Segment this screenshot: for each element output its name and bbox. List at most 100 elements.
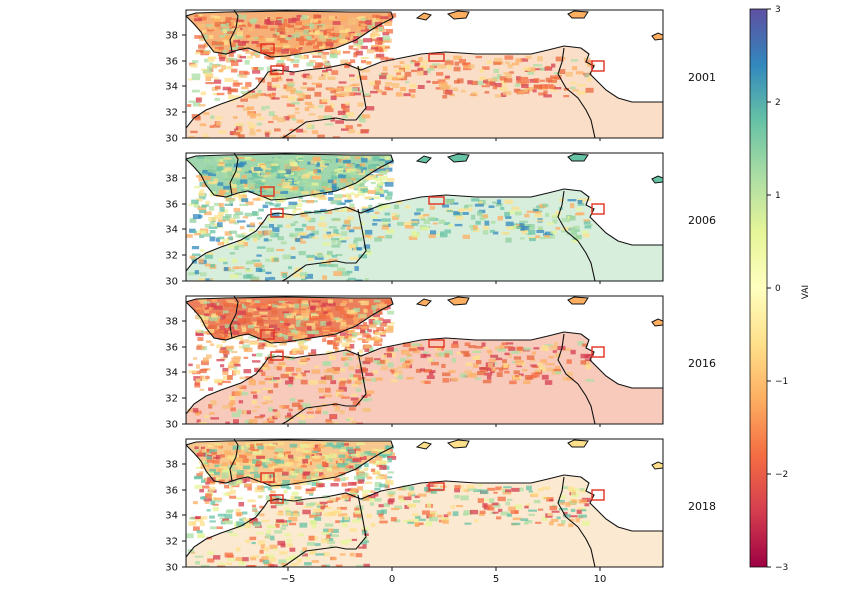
y-tick-label: 36 — [165, 343, 178, 354]
study-area-box — [260, 43, 275, 54]
panel-year-label: 2018 — [688, 500, 716, 513]
y-tick-label: 34 — [165, 82, 178, 93]
study-area-box — [428, 339, 445, 348]
x-tick-label: 10 — [594, 574, 607, 585]
x-tick-label: −5 — [281, 574, 296, 585]
study-area-box — [270, 208, 284, 218]
island — [415, 155, 432, 164]
y-tick-label: 38 — [165, 317, 178, 328]
panel-frame — [185, 295, 664, 425]
colorbar-tick-label: −1 — [775, 377, 788, 387]
y-tick-label: 36 — [165, 57, 178, 68]
y-tick-label: 32 — [165, 394, 178, 405]
country-border — [229, 10, 239, 53]
coastline — [186, 474, 663, 567]
colorbar-tick-label: 0 — [775, 284, 781, 294]
panel-year-label: 2006 — [688, 214, 716, 227]
y-tick-label: 38 — [165, 174, 178, 185]
study-area-box — [260, 329, 275, 340]
island — [567, 296, 589, 305]
y-tick-label: 36 — [165, 486, 178, 497]
island — [567, 10, 589, 19]
map-panels: 30 32 34 36 38 30 32 34 36 38 30 32 34 36 38 30 32 34 36 38 — [165, 9, 664, 574]
north-africa-land — [186, 332, 663, 424]
study-area-box — [260, 186, 275, 197]
study-area-box — [270, 494, 284, 504]
panel-year-label: 2016 — [688, 357, 716, 370]
map-panel: 30 32 34 36 38 — [165, 295, 664, 431]
colorbar-tick-label: −3 — [775, 563, 788, 573]
coastline — [186, 188, 663, 281]
coastline — [186, 439, 394, 487]
x-axis-ticks: −5 0 5 10 — [281, 567, 607, 585]
country-border — [229, 296, 239, 339]
study-area-box — [270, 351, 284, 361]
island — [415, 298, 432, 307]
coastline — [186, 45, 663, 138]
colorbar: 3 2 1 0 −1 −2 −3 VAI — [749, 5, 811, 573]
map-panel: 30 32 34 36 38 — [165, 9, 664, 145]
island — [651, 318, 663, 327]
vai-pixels — [186, 156, 593, 281]
island — [651, 461, 663, 470]
study-area-box — [591, 203, 605, 215]
y-tick-label: 38 — [165, 460, 178, 471]
y-tick-label: 34 — [165, 368, 178, 379]
y-tick-label: 32 — [165, 537, 178, 548]
country-border — [557, 333, 596, 424]
y-tick-label: 34 — [165, 225, 178, 236]
island — [415, 12, 432, 21]
colorbar-tick-label: −2 — [775, 470, 788, 480]
island — [415, 441, 432, 450]
colorbar-tick-label: 1 — [775, 191, 781, 201]
y-tick-label: 38 — [165, 31, 178, 42]
x-tick-label: 5 — [493, 574, 499, 585]
study-area-box — [591, 489, 605, 501]
panel-frame — [185, 438, 664, 568]
y-tick-label: 30 — [165, 277, 178, 288]
country-border — [281, 351, 367, 424]
study-area-box — [270, 65, 284, 75]
coastline — [186, 153, 394, 201]
panel-year-label: 2001 — [688, 71, 716, 84]
island — [567, 439, 589, 448]
colorbar-ticks: 3 2 1 0 −1 −2 −3 — [767, 5, 788, 573]
x-tick-label: 0 — [389, 574, 395, 585]
y-tick-label: 36 — [165, 200, 178, 211]
island — [446, 10, 470, 20]
colorbar-gradient — [749, 8, 768, 568]
country-border — [281, 208, 367, 281]
study-area-box — [260, 472, 275, 483]
coastline — [186, 331, 663, 424]
y-tick-label: 32 — [165, 108, 178, 119]
y-tick-label: 32 — [165, 251, 178, 262]
y-tick-label: 30 — [165, 563, 178, 574]
country-border — [557, 47, 596, 138]
country-border — [229, 153, 239, 196]
panel-frame — [185, 9, 664, 139]
study-area-box — [591, 60, 605, 72]
country-border — [557, 476, 596, 567]
island — [446, 296, 470, 306]
vai-pixels — [187, 13, 596, 138]
island — [446, 153, 470, 163]
island — [651, 32, 663, 41]
country-border — [557, 190, 596, 281]
study-area-box — [428, 196, 445, 205]
north-africa-land — [186, 189, 663, 281]
y-tick-label: 34 — [165, 511, 178, 522]
vai-pixels — [187, 299, 595, 424]
map-panel: 30 32 34 36 38 — [165, 438, 664, 574]
coastline — [186, 296, 394, 344]
country-border — [229, 439, 239, 482]
y-tick-label: 30 — [165, 134, 178, 145]
y-tick-label: 30 — [165, 420, 178, 431]
island — [567, 153, 589, 162]
vai-pixels — [186, 442, 591, 567]
country-border — [281, 65, 367, 138]
coastline — [186, 10, 394, 58]
study-area-box — [591, 346, 605, 358]
colorbar-tick-label: 3 — [775, 5, 781, 15]
panel-frame — [185, 152, 664, 282]
